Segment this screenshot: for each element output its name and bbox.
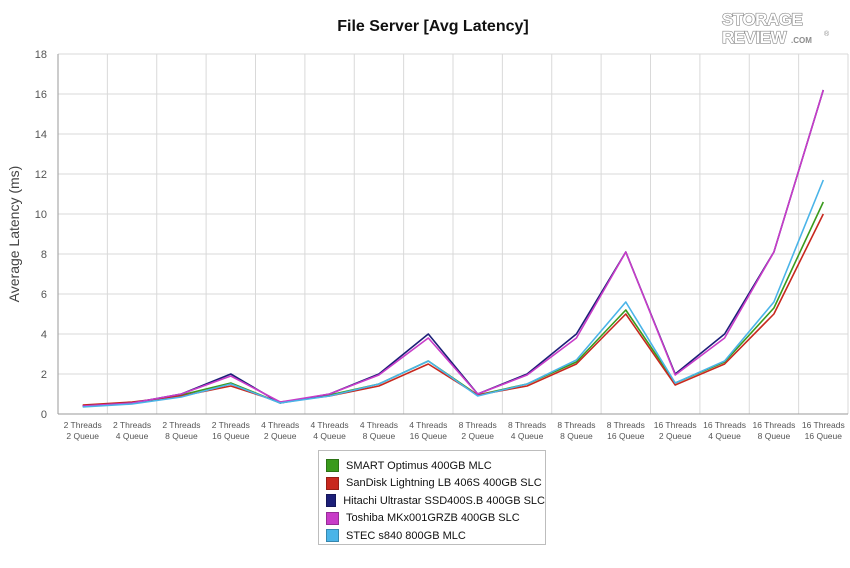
series-line: [82, 89, 825, 407]
x-tick-label: 8 Threads: [557, 420, 595, 430]
legend-item: SanDisk Lightning LB 406S 400GB SLC: [319, 475, 545, 493]
x-tick-label: 16 Threads: [703, 420, 746, 430]
legend-swatch: [326, 494, 337, 508]
legend-item: SMART Optimus 400GB MLC: [319, 457, 545, 475]
legend-label: Hitachi Ultrastar SSD400S.B 400GB SLC: [343, 494, 545, 507]
y-axis-title: Average Latency (ms): [6, 166, 22, 303]
x-tick-label: 16 Queue: [410, 431, 448, 441]
x-tick-label: 4 Queue: [116, 431, 149, 441]
legend-swatch: [326, 529, 339, 543]
legend-item: Hitachi Ultrastar SSD400S.B 400GB SLC: [319, 492, 545, 510]
x-tick-label: 4 Threads: [311, 420, 349, 430]
axes: [57, 54, 848, 415]
storage-review-logo: STORAGE REVIEW .COM ®: [721, 9, 830, 47]
legend-item: STEC s840 800GB MLC: [319, 527, 545, 545]
svg-text:STORAGE: STORAGE: [722, 10, 802, 29]
legend-swatch: [326, 459, 339, 473]
x-tick-label: 16 Threads: [654, 420, 697, 430]
legend-label: SanDisk Lightning LB 406S 400GB SLC: [346, 477, 542, 490]
legend: SMART Optimus 400GB MLC SanDisk Lightning…: [318, 450, 546, 545]
x-tick-label: 16 Queue: [805, 431, 843, 441]
series-lines: [82, 89, 825, 408]
x-tick-label: 4 Threads: [261, 420, 299, 430]
x-tick-label: 4 Threads: [409, 420, 447, 430]
x-tick-label: 2 Queue: [66, 431, 99, 441]
x-tick-label: 16 Queue: [607, 431, 645, 441]
x-tick-label: 8 Threads: [508, 420, 546, 430]
x-tick-label: 2 Threads: [212, 420, 250, 430]
x-tick-label: 8 Queue: [560, 431, 593, 441]
x-tick-label: 2 Queue: [461, 431, 494, 441]
y-tick-label: 16: [35, 89, 47, 101]
y-tick-label: 14: [35, 129, 47, 141]
x-tick-label: 2 Threads: [64, 420, 102, 430]
y-tick-label: 6: [41, 289, 47, 301]
chart-title: File Server [Avg Latency]: [337, 18, 529, 35]
legend-label: SMART Optimus 400GB MLC: [346, 459, 492, 472]
x-tick-label: 4 Queue: [511, 431, 544, 441]
series-line: [82, 179, 825, 408]
x-tick-label: 8 Threads: [459, 420, 497, 430]
x-tick-label: 2 Threads: [113, 420, 151, 430]
svg-text:®: ®: [824, 30, 830, 38]
svg-text:REVIEW: REVIEW: [722, 28, 788, 47]
x-tick-label: 8 Queue: [165, 431, 198, 441]
y-tick-label: 4: [41, 329, 47, 341]
x-tick-label: 2 Threads: [162, 420, 200, 430]
x-tick-label: 2 Queue: [264, 431, 297, 441]
legend-swatch: [326, 476, 339, 490]
y-tick-label: 2: [41, 369, 47, 381]
y-tick-label: 12: [35, 169, 47, 181]
x-tick-label: 8 Queue: [758, 431, 791, 441]
x-tick-label: 2 Queue: [659, 431, 692, 441]
x-tick-label: 8 Threads: [607, 420, 645, 430]
x-tick-label: 4 Queue: [708, 431, 741, 441]
y-tick-label: 0: [41, 409, 47, 421]
y-tick-label: 8: [41, 249, 47, 261]
x-tick-label: 4 Threads: [360, 420, 398, 430]
legend-label: STEC s840 800GB MLC: [346, 529, 466, 542]
y-tick-label: 10: [35, 209, 47, 221]
series-line: [82, 89, 825, 407]
x-tick-label: 8 Queue: [363, 431, 396, 441]
svg-text:.COM: .COM: [791, 36, 812, 45]
x-tick-label: 16 Threads: [802, 420, 845, 430]
x-tick-label: 16 Queue: [212, 431, 250, 441]
grid-lines: [57, 53, 849, 415]
x-tick-label: 16 Threads: [753, 420, 796, 430]
x-tick-label: 4 Queue: [313, 431, 346, 441]
legend-item: Toshiba MKx001GRZB 400GB SLC: [319, 510, 545, 528]
y-tick-label: 18: [35, 49, 47, 61]
legend-label: Toshiba MKx001GRZB 400GB SLC: [346, 512, 520, 525]
legend-swatch: [326, 511, 339, 525]
